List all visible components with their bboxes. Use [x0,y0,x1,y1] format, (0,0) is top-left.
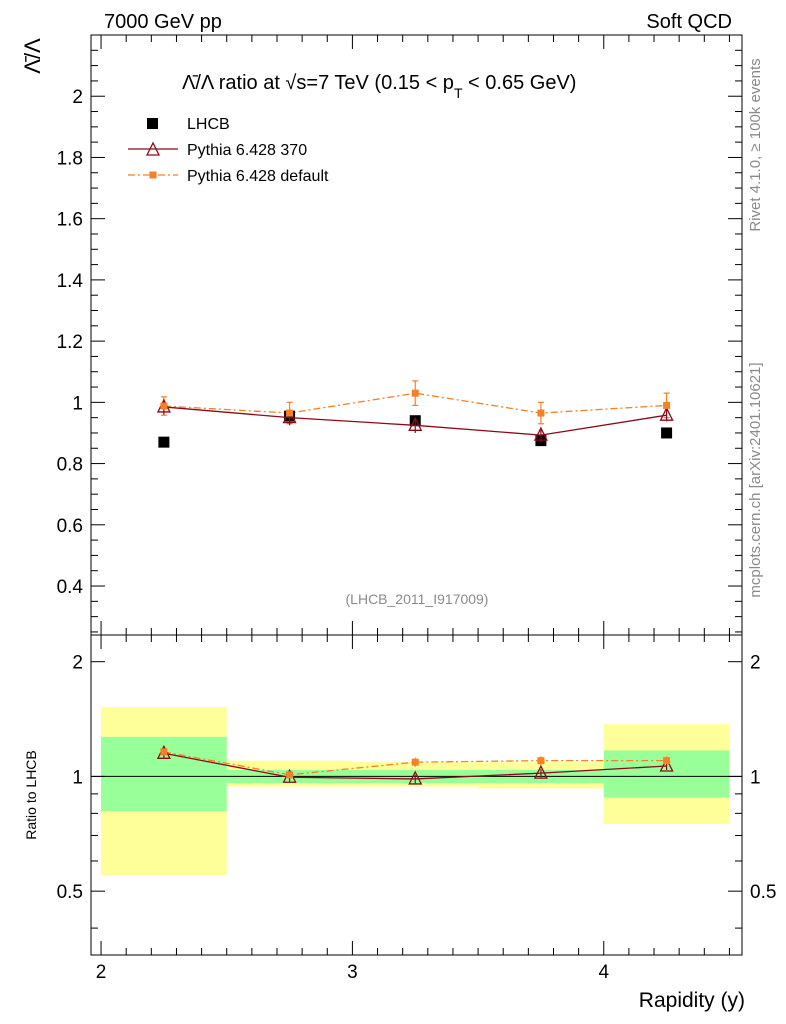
xlabel: Rapidity (y) [639,989,745,1012]
ratio-panel: 0.5 0.5 1 1 2 2 2 3 4 [57,634,777,983]
ratio-xtick-label: 4 [598,962,609,983]
ratio-ytick-label-left: 1 [72,767,83,788]
ratio-pythia-default-line [163,751,667,776]
ratio-pythia370-point [659,757,674,772]
ratio-xtick-labels: 2 3 4 [96,962,610,983]
ratio-pythia-default-point [160,748,168,756]
main-tick-marks [91,34,742,635]
main-title: Λ̄/Λ ratio at √s=7 TeV (0.15 < pT < 0.65… [182,72,576,101]
pythia-default-point [537,409,545,417]
ratio-pythia-default-point [411,758,419,766]
ratio-pythia370-point [533,764,548,779]
ratio-ytick-label-right: 1 [750,767,761,788]
legend-pythia370-marker [145,141,161,156]
legend-pythia370-label: Pythia 6.428 370 [187,142,307,159]
main-ylabel: Λ̄/Λ [20,38,45,74]
ratio-frame [90,634,743,956]
lhcb-data-point [158,436,170,448]
lhcb-data-point [661,427,673,439]
main-ytick-label: 1.2 [57,332,83,353]
ratio-pythia370-point [408,770,423,785]
mcplots-label: mcplots.cern.ch [arXiv:2401.10621] [747,362,764,597]
ratio-ytick-label-right: 0.5 [750,882,776,903]
ratio-tick-marks [91,635,742,955]
main-ytick-label: 0.6 [57,516,83,537]
main-panel: 0.4 0.6 0.8 1 1.2 1.4 1.6 1.8 2 [57,34,743,636]
main-ytick-label: 2 [72,87,83,108]
ratio-ytick-label-left: 2 [72,653,83,674]
pythia-default-point [160,402,168,410]
legend: LHCB Pythia 6.428 370 Pythia 6.428 defau… [128,116,329,185]
ratio-ytick-label-right: 2 [750,653,761,674]
main-ytick-label: 0.8 [57,455,83,476]
legend-default-label: Pythia 6.428 default [187,168,329,185]
title-subscript: T [454,85,463,101]
series-pythia-default-line [163,392,667,414]
ratio-pythia-default-point [663,757,671,765]
ratio-xtick-label: 3 [347,962,358,983]
main-ytick-label: 1.4 [57,271,84,292]
header-left: 7000 GeV pp [104,11,222,33]
main-ytick-label: 1.6 [57,210,83,231]
pythia370-point [533,426,548,441]
title-prefix: Λ̄/Λ ratio at √s=7 TeV (0.15 < p [182,72,454,94]
header-right: Soft QCD [646,11,732,33]
ratio-pythia-default-point [286,771,294,779]
main-ytick-label: 1 [72,393,83,414]
ratio-pythia-default-point [537,757,545,765]
legend-lhcb-label: LHCB [187,116,230,133]
ratio-ytick-label-left: 0.5 [57,882,83,903]
legend-default-marker [149,171,157,179]
title-suffix: < 0.65 GeV) [463,72,577,94]
pythia370-point [659,406,674,421]
ratio-ytick-labels: 0.5 0.5 1 1 2 2 [57,653,777,903]
pythia-default-point [663,401,671,409]
ratio-bands [101,707,730,876]
ratio-series [156,744,674,785]
main-ytick-label: 1.8 [57,148,83,169]
main-ytick-labels: 0.4 0.6 0.8 1 1.2 1.4 1.6 1.8 2 [57,87,84,598]
legend-lhcb-marker [147,118,158,129]
ratio-ylabel: Ratio to LHCB [23,750,39,839]
main-ytick-label: 0.4 [57,577,84,598]
pythia370-point [408,416,423,431]
pythia370-point [282,409,297,424]
ratio-xtick-label: 2 [96,962,107,983]
pythia-default-point [286,409,294,417]
rivet-label: Rivet 4.1.0, ≥ 100k events [747,58,764,231]
analysis-watermark: (LHCB_2011_I917009) [346,591,489,607]
main-series [156,380,674,448]
pythia-default-point [411,389,419,397]
